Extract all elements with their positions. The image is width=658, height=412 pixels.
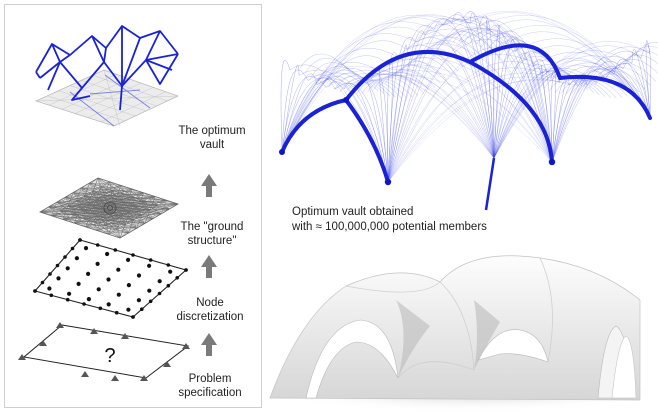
- step-label-line: The "ground: [180, 221, 244, 233]
- node-dot: [148, 258, 153, 262]
- caption-line: Optimum vault obtained: [292, 206, 414, 218]
- node-dot: [184, 268, 188, 272]
- step-label-line: Node: [196, 297, 224, 309]
- node-dot: [131, 315, 135, 319]
- node-dot: [76, 281, 81, 286]
- support-markers: [18, 322, 190, 381]
- step-label-problem: Problem specification: [160, 372, 260, 400]
- node-dot: [82, 302, 86, 306]
- node-dot: [175, 276, 179, 280]
- node-dot: [98, 306, 103, 311]
- node-dot: [83, 246, 89, 251]
- node-dot: [114, 310, 119, 315]
- node-dot: [131, 253, 135, 257]
- node-dot: [147, 288, 152, 293]
- node-dot: [47, 286, 52, 291]
- ground-structure-mesh: [39, 177, 179, 239]
- node-dot: [116, 267, 121, 272]
- step-label-line: The optimum: [178, 125, 246, 137]
- caption-line: with ≈ 100,000,000 potential members: [292, 220, 487, 233]
- node-dot: [148, 299, 153, 304]
- node-dot: [126, 283, 131, 288]
- node-dot: [55, 263, 60, 268]
- node-grid-plane: [33, 238, 188, 319]
- node-dot: [126, 257, 131, 262]
- node-dot: [106, 277, 111, 282]
- arrow-up-icon: [201, 255, 217, 278]
- node-dot: [65, 297, 70, 302]
- node-dot: [56, 276, 61, 281]
- arrow-up-icon: [201, 333, 217, 356]
- step-label-line: Problem: [188, 373, 232, 385]
- node-dot: [48, 272, 52, 276]
- node-dot: [70, 246, 75, 251]
- node-dot: [113, 248, 118, 252]
- node-dot: [95, 261, 100, 266]
- node-dot: [95, 243, 100, 247]
- node-dot: [126, 307, 131, 312]
- node-dot: [49, 293, 54, 298]
- optimum-vault-sketch: [35, 25, 179, 127]
- node-dot: [63, 255, 67, 259]
- node-dot: [105, 251, 110, 257]
- step-label-line: vault: [199, 139, 225, 151]
- node-dot: [86, 271, 91, 276]
- node-dot: [65, 266, 70, 271]
- node-dot: [106, 302, 111, 307]
- node-dot: [78, 238, 82, 242]
- node-dots: [33, 238, 188, 319]
- node-dot: [166, 283, 171, 288]
- node-dot: [136, 273, 142, 278]
- node-dot: [157, 291, 162, 296]
- step-label-line: structure": [187, 235, 237, 247]
- node-dot: [147, 263, 152, 268]
- node-dot: [40, 280, 45, 285]
- problem-question-mark: ?: [104, 345, 115, 367]
- rendered-vault-shell: [269, 255, 658, 412]
- node-dot: [140, 307, 144, 312]
- node-dot: [166, 263, 171, 267]
- vault-caption: Optimum vault obtained with ≈ 100,000,00…: [292, 205, 487, 234]
- vault-density-plot: [279, 10, 658, 211]
- node-dot: [33, 289, 37, 293]
- node-dot: [67, 291, 72, 296]
- step-label-optimum: The optimum vault: [162, 124, 262, 152]
- node-dot: [116, 292, 121, 297]
- arrow-up-icon: [201, 174, 217, 197]
- node-dot: [86, 297, 91, 302]
- node-dot: [96, 287, 101, 292]
- step-label-line: discretization: [176, 311, 244, 323]
- step-label-node: Node discretization: [160, 296, 260, 324]
- step-label-line: specification: [178, 387, 242, 399]
- node-dot: [74, 256, 79, 261]
- node-dot: [168, 269, 173, 274]
- node-dot: [157, 279, 162, 284]
- step-label-ground: The "ground structure": [162, 220, 262, 248]
- problem-specification-plane: [18, 322, 190, 381]
- node-dot: [136, 298, 141, 303]
